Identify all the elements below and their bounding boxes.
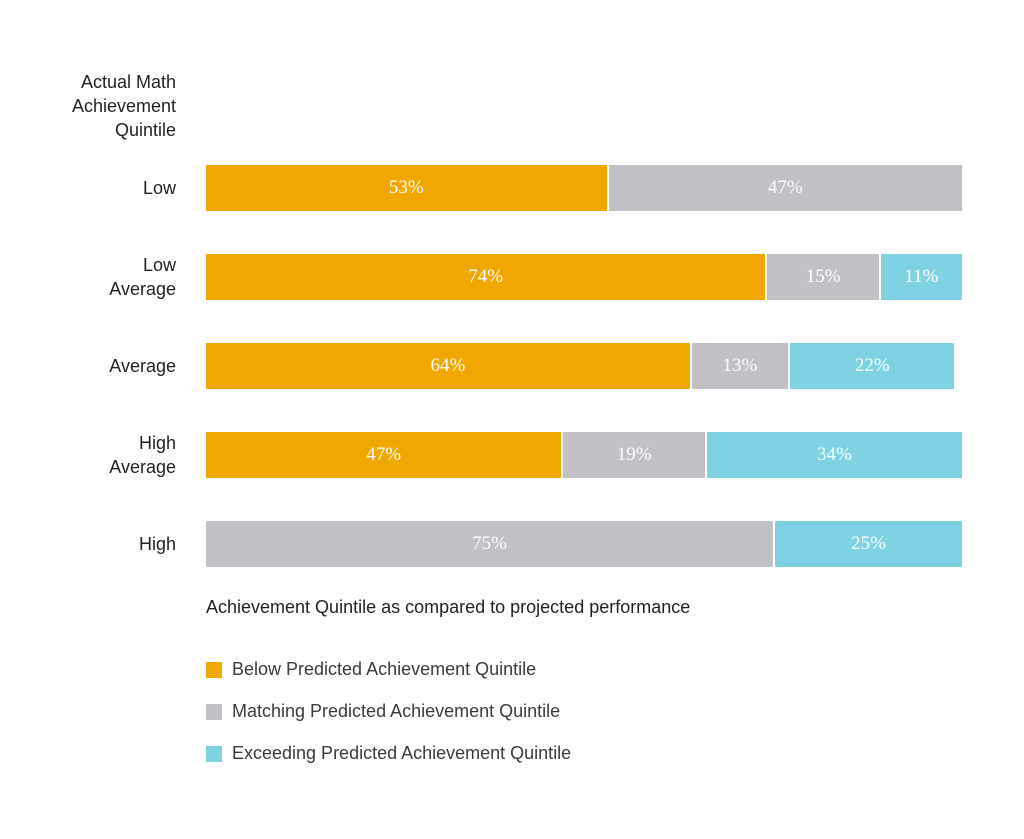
bar-segment: 15% [765,254,879,300]
category-label-line: High [138,534,176,554]
bar-segment: 34% [704,432,962,478]
data-label: 47% [366,444,402,465]
legend-label: Below Predicted Achievement Quintile [232,659,537,679]
category-label-line: Low [142,255,176,275]
category-label: High [20,532,176,556]
bar-segment: 75% [206,521,773,567]
data-label: 75% [472,533,507,554]
stacked-bar: 64% 13% 22% [206,343,962,389]
bar-segment: 47% [606,165,962,211]
bar-segment: 47% [206,432,562,478]
data-label: 13% [722,355,758,376]
legend-swatch [206,661,222,678]
data-label: 34% [817,444,852,465]
stacked-bar: 47% 19% 34% [206,432,962,478]
bar-segment: 13% [689,343,789,389]
legend-item: Matching Predicted Achievement Quintile [206,701,560,722]
data-label: 74% [468,266,504,287]
stacked-bar: 53% 47% [206,165,962,211]
bar-segment: 64% [206,343,690,389]
data-label: 64% [430,355,466,376]
category-label-line: Low [142,178,176,198]
category-label: Average [20,354,176,378]
stacked-bar: 75% 25% [206,521,962,567]
legend-title: Achievement Quintile as compared to proj… [206,597,691,617]
y-axis-title: Actual Math Achievement Quintile [20,70,176,142]
y-axis-title-line: Actual Math [80,72,176,92]
legend-item: Exceeding Predicted Achievement Quintile [206,743,571,764]
data-label: 47% [767,177,803,198]
stacked-bar: 74% 15% 11% [206,254,962,300]
legend-label: Exceeding Predicted Achievement Quintile [232,743,572,763]
bar-segment: 11% [878,254,962,300]
y-axis-title-line: Achievement [71,96,176,116]
category-label-line: Average [109,356,176,376]
data-label: 25% [851,533,886,554]
bar-segment: 19% [561,432,705,478]
data-label: 19% [616,444,652,465]
bar-segment: 25% [773,521,962,567]
data-label: 22% [854,355,890,376]
category-label-line: Average [109,279,176,299]
category-label-line: Average [109,457,176,477]
category-label: High Average [20,431,176,479]
data-label: 15% [805,266,841,287]
data-label: 11% [904,266,939,287]
bar-segment: 53% [206,165,607,211]
category-label: Low [20,176,176,200]
category-label: Low Average [20,253,176,301]
y-axis-title-line: Quintile [114,120,176,140]
legend-item: Below Predicted Achievement Quintile [206,659,536,680]
legend-swatch [206,745,222,762]
category-label-line: High [138,433,176,453]
bar-segment: 22% [788,343,955,389]
legend-swatch [206,703,222,720]
legend-label: Matching Predicted Achievement Quintile [232,701,561,721]
data-label: 53% [388,177,424,198]
bar-segment: 74% [206,254,766,300]
